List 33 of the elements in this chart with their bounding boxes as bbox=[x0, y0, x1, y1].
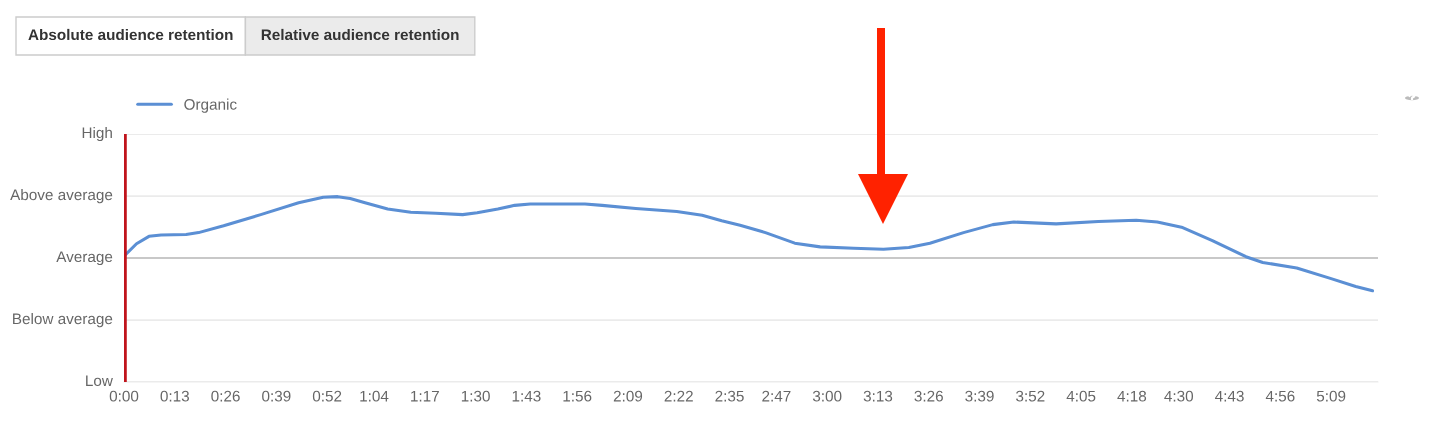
x-tick-label: 0:13 bbox=[160, 390, 189, 402]
x-tick-label: 3:26 bbox=[914, 390, 943, 402]
x-tick-label: 2:47 bbox=[762, 390, 791, 402]
text: Relative audience retention bbox=[261, 28, 459, 41]
x-tick-label: 4:30 bbox=[1164, 390, 1194, 402]
x-tick-label: 0:52 bbox=[312, 390, 342, 402]
ref-line-label: High bbox=[82, 126, 112, 142]
x-tick-label: 1:56 bbox=[563, 390, 592, 402]
x-tick-label: 1:17 bbox=[411, 390, 439, 402]
x-tick-label: 1:04 bbox=[360, 390, 389, 402]
x-tick-label: 2:22 bbox=[664, 390, 693, 402]
x-tick-label: 0:26 bbox=[211, 390, 240, 402]
x-tick-label: 1:43 bbox=[512, 390, 541, 402]
x-tick-label: 3:52 bbox=[1016, 390, 1045, 402]
x-tick-label: 4:05 bbox=[1066, 390, 1096, 402]
text: Absolute audience retention bbox=[28, 28, 233, 41]
legend-label: Organic bbox=[184, 98, 237, 113]
ref-line-label: Below average bbox=[13, 312, 113, 328]
x-tick-label: 3:39 bbox=[965, 390, 994, 402]
ref-line-label: Above average bbox=[10, 188, 113, 204]
x-tick-label: 4:43 bbox=[1215, 390, 1244, 402]
x-tick-label: 2:35 bbox=[715, 390, 744, 402]
x-tick-label: 4:18 bbox=[1117, 390, 1147, 402]
x-tick-label: 4:56 bbox=[1265, 390, 1295, 402]
ref-line-label: Low bbox=[86, 375, 113, 387]
x-tick-label: 5:09 bbox=[1316, 390, 1346, 402]
x-tick-label: 0:39 bbox=[262, 390, 291, 402]
x-tick-label: 2:09 bbox=[613, 390, 643, 402]
x-tick-label: 3:13 bbox=[863, 390, 893, 402]
x-tick-label: 1:30 bbox=[461, 390, 490, 402]
x-tick-label: 0:00 bbox=[109, 390, 139, 402]
ref-line-label: Average bbox=[56, 251, 113, 266]
x-tick-label: 3:00 bbox=[812, 390, 842, 402]
